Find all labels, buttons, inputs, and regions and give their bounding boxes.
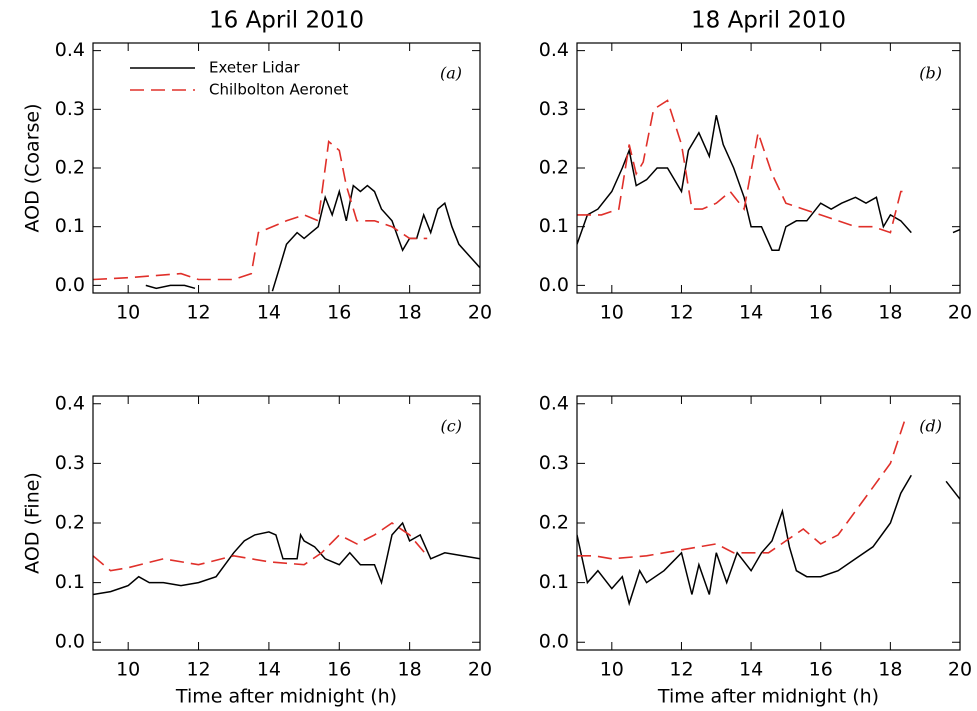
panel-label: (a) — [440, 64, 462, 83]
x-tick-label: 20 — [468, 659, 492, 681]
y-tick-label: 0.1 — [539, 571, 569, 593]
x-tick-label: 10 — [600, 659, 624, 681]
y-tick-label: 0.3 — [539, 98, 569, 120]
y-tick-label: 0.3 — [55, 452, 85, 474]
chart-title: 16 April 2010 — [209, 8, 364, 34]
y-tick-label: 0.2 — [539, 512, 569, 534]
data-line — [577, 421, 906, 560]
panel-label: (b) — [919, 64, 942, 83]
y-tick-label: 0.4 — [55, 39, 85, 61]
x-tick-label: 20 — [468, 302, 492, 324]
y-tick-label: 0.3 — [55, 98, 85, 120]
data-line — [577, 99, 908, 234]
data-line — [93, 522, 428, 572]
y-tick-label: 0.0 — [55, 631, 85, 653]
x-tick-label: 16 — [809, 302, 833, 324]
y-tick-label: 0.1 — [55, 571, 85, 593]
x-tick-label: 10 — [116, 659, 140, 681]
y-axis-label: AOD (Coarse) — [22, 103, 44, 232]
y-axis-label: AOD (Fine) — [22, 472, 44, 574]
x-tick-label: 18 — [398, 659, 422, 681]
data-line — [93, 140, 428, 281]
y-tick-label: 0.1 — [55, 215, 85, 237]
x-tick-label: 14 — [257, 659, 281, 681]
legend-label: Exeter Lidar — [209, 59, 300, 77]
x-tick-label: 18 — [398, 302, 422, 324]
x-tick-label: 20 — [948, 302, 972, 324]
plot-frame — [92, 395, 481, 651]
y-tick-label: 0.4 — [539, 39, 569, 61]
y-tick-label: 0.3 — [539, 452, 569, 474]
y-tick-label: 0.1 — [539, 215, 569, 237]
data-line — [577, 474, 960, 607]
plot-frame — [576, 395, 961, 651]
x-tick-label: 14 — [739, 659, 763, 681]
y-tick-label: 0.0 — [539, 631, 569, 653]
y-tick-label: 0.4 — [539, 392, 569, 414]
x-tick-label: 12 — [669, 302, 693, 324]
panel-label: (d) — [919, 417, 942, 436]
x-tick-label: 18 — [878, 659, 902, 681]
data-line — [577, 115, 960, 251]
x-tick-label: 12 — [186, 302, 210, 324]
y-tick-label: 0.2 — [55, 157, 85, 179]
y-tick-label: 0.4 — [55, 392, 85, 414]
x-tick-label: 16 — [809, 659, 833, 681]
x-tick-label: 12 — [186, 659, 210, 681]
x-tick-label: 12 — [669, 659, 693, 681]
y-tick-label: 0.0 — [55, 274, 85, 296]
y-tick-label: 0.0 — [539, 274, 569, 296]
x-tick-label: 10 — [600, 302, 624, 324]
x-tick-label: 10 — [116, 302, 140, 324]
x-axis-label: Time after midnight (h) — [175, 686, 397, 708]
y-tick-label: 0.2 — [539, 157, 569, 179]
x-tick-label: 18 — [878, 302, 902, 324]
legend-label: Chilbolton Aeronet — [209, 81, 348, 99]
data-line — [93, 521, 480, 596]
y-tick-label: 0.2 — [55, 512, 85, 534]
x-tick-label: 14 — [257, 302, 281, 324]
x-axis-label: Time after midnight (h) — [657, 686, 879, 708]
x-tick-label: 20 — [948, 659, 972, 681]
x-tick-label: 16 — [327, 302, 351, 324]
panel-label: (c) — [441, 417, 462, 436]
chart-title: 18 April 2010 — [691, 8, 846, 34]
data-line — [145, 184, 480, 292]
x-tick-label: 14 — [739, 302, 763, 324]
x-tick-label: 16 — [327, 659, 351, 681]
